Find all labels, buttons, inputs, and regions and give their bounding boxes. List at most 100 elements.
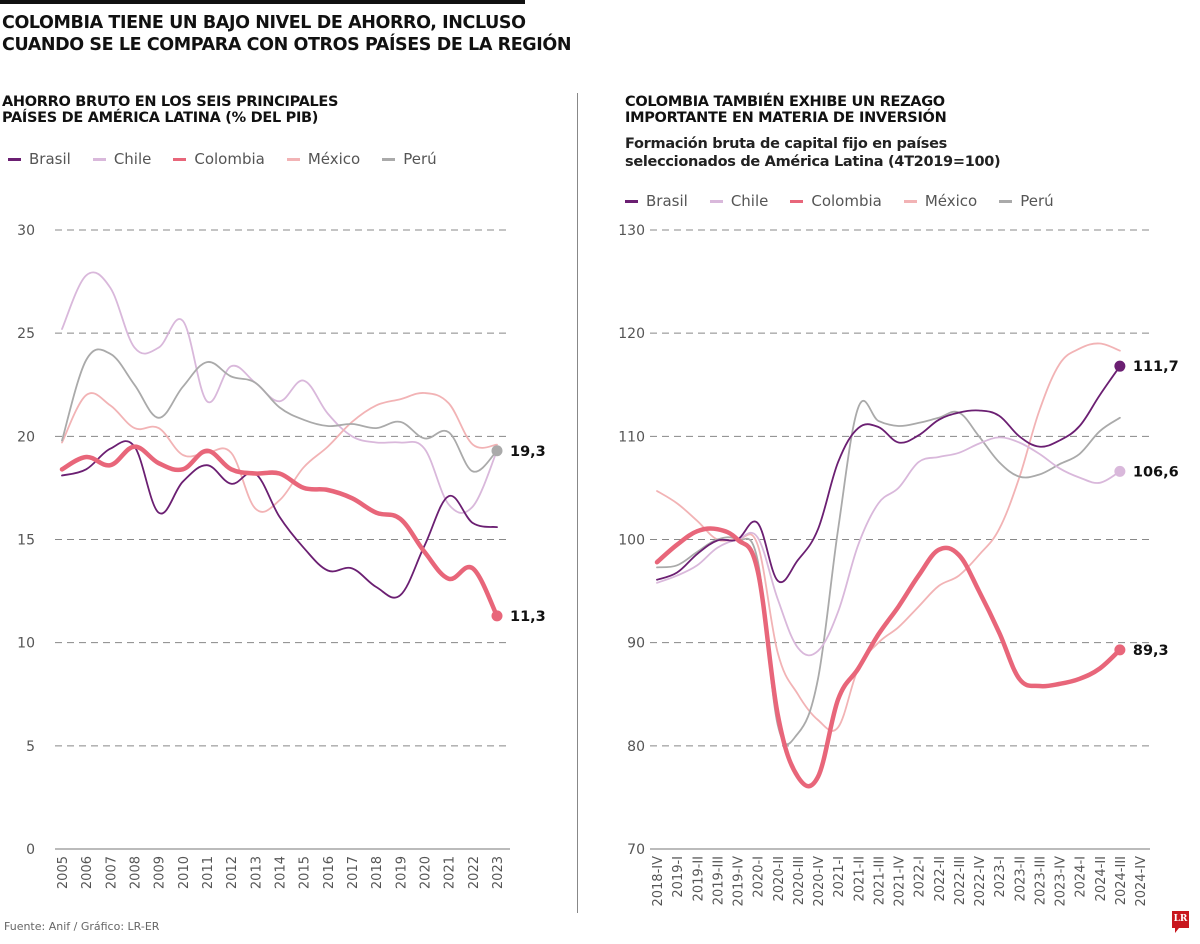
chart-divider (577, 93, 578, 913)
left-chart-legend: Brasil Chile Colombia México Perú (8, 150, 459, 168)
top-accent-bar (0, 0, 525, 4)
legend-label: Perú (403, 150, 437, 168)
right-x-tick-label: 2019-III (711, 856, 726, 905)
right-x-tick-label: 2023-III (1033, 856, 1048, 905)
main-title-line1: COLOMBIA TIENE UN BAJO NIVEL DE AHORRO, … (2, 13, 526, 33)
right-x-tick-label: 2024-II (1094, 856, 1109, 901)
right-x-tick-label: 2020-III (792, 856, 807, 905)
right-x-tick-label: 2021-IV (893, 856, 908, 907)
legend-item-brasil: Brasil (625, 192, 688, 210)
right-y-tick-label: 110 (618, 429, 645, 445)
legend-label: México (924, 192, 978, 210)
legend-item-méxico: México (903, 192, 978, 210)
right-chart-desc-line2: seleccionados de América Latina (4T2019=… (625, 154, 1001, 170)
legend-item-perú: Perú (382, 150, 437, 168)
left-chart-title: AHORRO BRUTO EN LOS SEIS PRINCIPALES PAÍ… (2, 94, 338, 126)
legend-label: Brasil (646, 192, 688, 210)
legend-label: Brasil (29, 150, 71, 168)
right-y-tick-label: 80 (627, 739, 645, 755)
legend-swatch (903, 199, 917, 203)
right-x-tick-label: 2023-II (1013, 856, 1028, 901)
left-x-tick-label: 2014 (274, 856, 289, 889)
left-series-perú (61, 348, 498, 473)
right-x-tick-label: 2021-II (852, 856, 867, 901)
right-end-marker-brasil (1114, 360, 1126, 372)
left-end-label-colombia: 11,3 (510, 609, 546, 625)
left-end-marker-colombia (491, 610, 503, 622)
left-x-tick-label: 2010 (177, 856, 192, 889)
right-x-tick-label: 2023-I (993, 856, 1008, 898)
right-y-tick-label: 70 (627, 842, 645, 858)
legend-swatch (790, 199, 804, 203)
legend-swatch (8, 157, 21, 161)
right-x-tick-label: 2022-I (913, 856, 928, 898)
right-x-tick-label: 2024-III (1114, 856, 1129, 905)
right-x-tick-label: 2019-II (691, 856, 706, 901)
right-end-label-chile: 106,6 (1133, 464, 1179, 480)
legend-label: Chile (730, 192, 769, 210)
left-x-tick-label: 2019 (394, 856, 409, 889)
legend-label: Colombia (194, 150, 265, 168)
legend-item-méxico: México (286, 150, 361, 168)
right-x-tick-label: 2018-IV (651, 856, 666, 907)
left-x-tick-label: 2015 (298, 856, 313, 889)
left-x-tick-label: 2021 (443, 856, 458, 889)
right-end-marker-colombia (1114, 644, 1126, 656)
left-series-colombia (59, 444, 500, 619)
right-end-label-colombia: 89,3 (1133, 643, 1169, 659)
right-x-tick-label: 2024-I (1074, 856, 1089, 898)
left-x-tick-label: 2012 (225, 856, 240, 889)
left-chart-title-line2: PAÍSES DE AMÉRICA LATINA (% DEL PIB) (2, 110, 319, 126)
right-x-tick-label: 2022-III (953, 856, 968, 905)
left-y-tick-label: 30 (17, 223, 35, 239)
right-chart-title-line1: COLOMBIA TAMBIÉN EXHIBE UN REZAGO (625, 94, 945, 110)
left-y-tick-label: 5 (26, 739, 35, 755)
legend-swatch (999, 199, 1013, 203)
left-x-tick-label: 2020 (419, 856, 434, 889)
lr-logo: LR (1172, 911, 1189, 933)
legend-swatch (92, 157, 106, 161)
legend-swatch (286, 157, 300, 161)
main-title: COLOMBIA TIENE UN BAJO NIVEL DE AHORRO, … (2, 12, 572, 56)
right-x-tick-label: 2022-IV (973, 856, 988, 907)
left-x-tick-label: 2007 (104, 856, 119, 889)
left-y-tick-label: 25 (17, 326, 35, 342)
legend-item-colombia: Colombia (173, 150, 265, 168)
legend-swatch (709, 199, 723, 203)
legend-label: Colombia (811, 192, 882, 210)
right-y-tick-label: 90 (627, 636, 645, 652)
right-x-tick-label: 2020-IV (812, 856, 827, 907)
right-x-tick-label: 2022-II (933, 856, 948, 901)
right-x-tick-label: 2021-I (832, 856, 847, 898)
right-y-tick-label: 130 (618, 223, 645, 239)
legend-item-perú: Perú (999, 192, 1054, 210)
right-y-tick-label: 120 (618, 326, 645, 342)
left-y-tick-label: 20 (17, 429, 35, 445)
right-end-label-brasil: 111,7 (1133, 359, 1179, 375)
right-x-tick-label: 2020-II (772, 856, 787, 901)
left-x-tick-label: 2017 (346, 856, 361, 889)
left-x-tick-label: 2018 (370, 856, 385, 889)
left-x-tick-label: 2023 (491, 856, 506, 889)
right-chart-desc-line1: Formación bruta de capital fijo en paíse… (625, 136, 947, 152)
left-y-tick-label: 15 (17, 533, 35, 549)
left-x-tick-label: 2008 (129, 856, 144, 889)
left-end-marker-perú (491, 445, 503, 457)
right-series-colombia (654, 526, 1123, 789)
right-x-tick-label: 2021-III (872, 856, 887, 905)
right-chart-legend: Brasil Chile Colombia México Perú (625, 192, 1076, 210)
right-chart-description: Formación bruta de capital fijo en paíse… (625, 135, 1001, 171)
left-x-tick-label: 2022 (467, 856, 482, 889)
left-x-tick-label: 2006 (80, 856, 95, 889)
legend-label: México (307, 150, 361, 168)
legend-swatch (173, 157, 187, 161)
right-chart-title: COLOMBIA TAMBIÉN EXHIBE UN REZAGO IMPORT… (625, 94, 947, 126)
right-series-perú (656, 399, 1121, 746)
left-y-tick-label: 10 (17, 636, 35, 652)
legend-label: Perú (1020, 192, 1054, 210)
legend-swatch (382, 157, 396, 161)
left-series-méxico (61, 392, 498, 513)
left-x-tick-label: 2011 (201, 856, 216, 889)
right-end-marker-chile (1114, 465, 1126, 477)
source-note: Fuente: Anif / Gráfico: LR-ER (4, 920, 160, 933)
